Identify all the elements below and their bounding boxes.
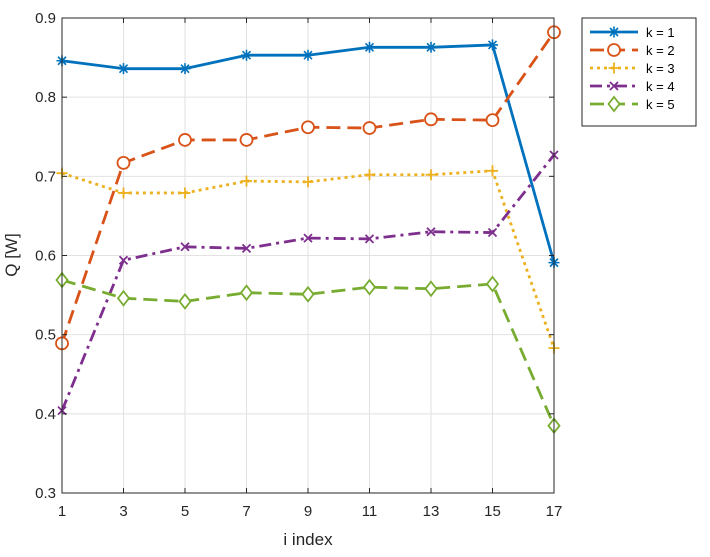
- data-point-marker: [303, 233, 313, 243]
- legend-marker: [607, 43, 621, 57]
- data-point-marker: [118, 255, 129, 265]
- data-point-marker: [179, 187, 191, 199]
- legend-item: k = 5: [590, 95, 675, 113]
- y-tick-label: 0.7: [35, 168, 56, 185]
- x-tick-label: 1: [58, 503, 66, 520]
- data-point-marker: [241, 243, 252, 254]
- series-5: [55, 271, 561, 435]
- data-point-marker: [180, 242, 190, 252]
- y-tick-label: 0.9: [35, 10, 56, 27]
- legend-label: k = 1: [646, 25, 675, 40]
- axis-ticks: 1 3 5 7 9 11 13 15 170.30.40.50.60.70.80.9: [35, 10, 562, 520]
- data-point-marker: [425, 41, 437, 53]
- data-point-marker: [241, 49, 252, 61]
- legend-label: k = 4: [646, 79, 675, 94]
- data-point-marker: [364, 169, 375, 181]
- data-point-marker: [364, 234, 375, 244]
- legend-marker: [608, 62, 620, 74]
- data-point-marker: [364, 41, 375, 53]
- data-point-marker: [487, 39, 498, 51]
- series-4: [57, 150, 559, 416]
- x-tick-label: 13: [423, 503, 440, 520]
- series-layer: [55, 25, 561, 435]
- data-point-marker: [239, 133, 254, 147]
- legend-item: k = 1: [590, 25, 675, 40]
- x-tick-label: 15: [484, 503, 501, 520]
- legend-item: k = 3: [590, 61, 675, 76]
- data-point-marker: [487, 227, 498, 238]
- x-tick-label: 5: [181, 503, 189, 520]
- y-axis-label: Q [W]: [2, 233, 21, 276]
- legend-label: k = 2: [646, 43, 675, 58]
- legend-item: k = 2: [590, 43, 675, 58]
- data-point-marker: [426, 227, 436, 237]
- y-tick-label: 0.8: [35, 89, 56, 106]
- data-point-marker: [178, 133, 192, 147]
- data-point-marker: [241, 175, 252, 187]
- data-point-marker: [179, 63, 191, 75]
- x-tick-label: 17: [546, 503, 563, 520]
- y-tick-label: 0.5: [35, 327, 56, 344]
- legend: k = 1 k = 2 k = 3 k = 4 k = 5: [581, 17, 697, 127]
- data-point-marker: [301, 285, 315, 303]
- data-point-marker: [301, 120, 315, 135]
- legend-label: k = 5: [646, 97, 675, 112]
- y-tick-label: 0.3: [35, 485, 56, 502]
- series-2: [55, 25, 561, 351]
- series-1: [56, 39, 560, 269]
- data-point-marker: [424, 112, 438, 127]
- legend-marker: [607, 95, 621, 113]
- x-axis-label: i index: [283, 530, 333, 549]
- x-tick-label: 11: [362, 503, 378, 520]
- data-point-marker: [485, 275, 500, 293]
- data-point-marker: [424, 280, 438, 298]
- legend-item: k = 4: [590, 79, 675, 94]
- series-line: [60, 154, 556, 412]
- data-point-marker: [487, 165, 498, 177]
- legend-marker: [609, 81, 619, 91]
- x-tick-label: 3: [119, 503, 127, 520]
- y-tick-label: 0.4: [35, 406, 56, 423]
- x-tick-label: 7: [242, 503, 250, 520]
- legend-box: [581, 17, 697, 127]
- x-tick-label: 9: [304, 503, 312, 520]
- series-line: [61, 169, 556, 349]
- series-line: [61, 278, 556, 427]
- y-tick-label: 0.6: [35, 248, 56, 265]
- data-point-marker: [425, 169, 437, 181]
- data-point-marker: [116, 289, 131, 307]
- data-point-marker: [118, 63, 129, 75]
- legend-label: k = 3: [646, 61, 675, 76]
- data-point-marker: [116, 155, 131, 170]
- data-point-marker: [362, 121, 377, 135]
- data-point-marker: [362, 278, 377, 296]
- data-point-marker: [239, 284, 254, 302]
- data-point-marker: [485, 113, 500, 128]
- data-point-marker: [302, 49, 314, 61]
- legend-marker: [608, 26, 620, 38]
- data-point-marker: [178, 292, 192, 310]
- data-point-marker: [302, 176, 314, 188]
- data-point-marker: [118, 187, 129, 199]
